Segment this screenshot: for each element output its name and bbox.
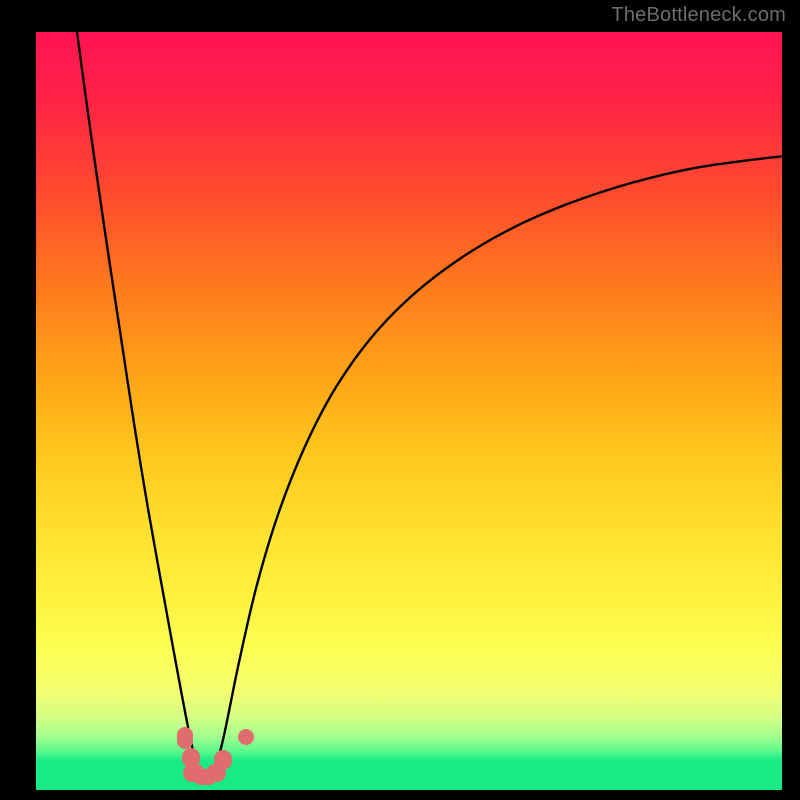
chart-frame: TheBottleneck.com bbox=[0, 0, 800, 800]
curve-right bbox=[214, 155, 782, 777]
marker-cluster-0 bbox=[177, 727, 193, 749]
green-strip bbox=[36, 761, 782, 790]
marker-cluster-5 bbox=[214, 750, 232, 770]
curve-left bbox=[77, 32, 199, 776]
plot-area bbox=[36, 32, 782, 790]
bottleneck-curves bbox=[36, 32, 782, 790]
watermark-text: TheBottleneck.com bbox=[611, 4, 786, 27]
marker-lone-dot bbox=[238, 729, 254, 745]
